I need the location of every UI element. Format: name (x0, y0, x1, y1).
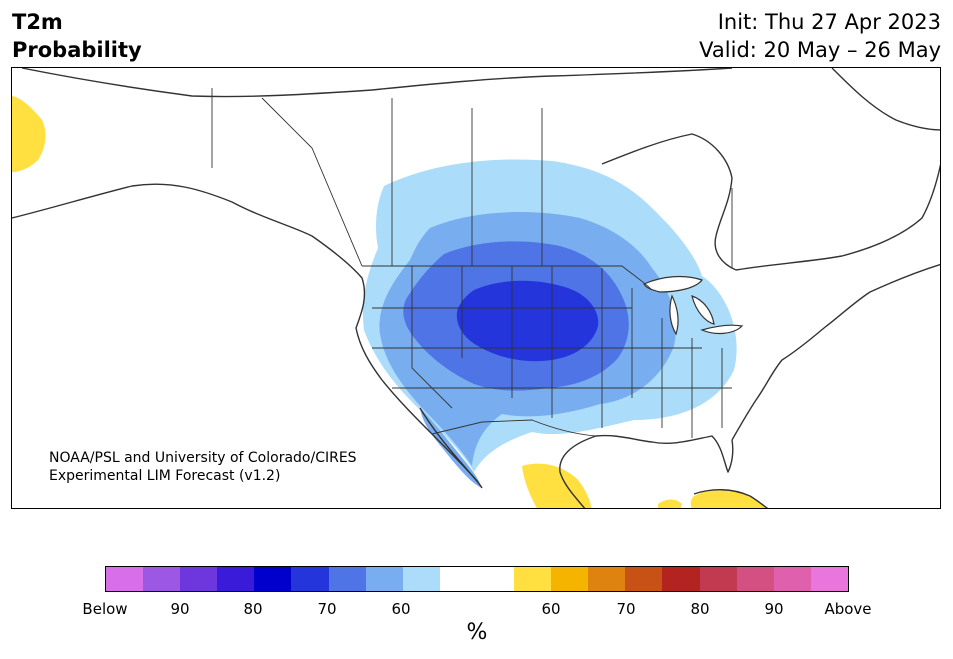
above-60-yucatan (658, 499, 682, 508)
colorbar-tick-label: 70 (616, 600, 636, 618)
canada-us-border (362, 265, 653, 291)
colorbar-unit-label: % (466, 620, 488, 645)
greenland-coast (831, 68, 940, 131)
colorbar-swatch (736, 567, 774, 591)
atlantic-coastline (731, 263, 940, 441)
colorbar-swatch (143, 567, 181, 591)
lake-michigan (669, 294, 679, 336)
colorbar-swatch (254, 567, 292, 591)
colorbar-swatch (180, 567, 218, 591)
colorbar-swatch (551, 567, 589, 591)
colorbar-tick-label: 80 (690, 600, 710, 618)
great-lakes (643, 275, 744, 336)
colorbar-swatch (291, 567, 329, 591)
internal-borders (211, 88, 733, 438)
above-60-alaska (12, 96, 46, 172)
colorbar-swatch (514, 567, 552, 591)
title-line-1: T2m (12, 10, 63, 34)
data-credit: NOAA/PSL and University of Colorado/CIRE… (49, 449, 357, 485)
valid-dates: Valid: 20 May – 26 May (699, 38, 941, 62)
chart-title: T2m Probability (12, 8, 142, 64)
colorbar-tick-label: 60 (391, 600, 411, 618)
colorbar-swatch (106, 567, 144, 591)
colorbar-tick-label: Above (824, 600, 872, 618)
cuba-outline (693, 489, 769, 508)
colorbar-swatch (365, 567, 403, 591)
colorbar-swatch (439, 567, 477, 591)
province-line-5 (261, 97, 363, 267)
colorbar-tick-label: 60 (541, 600, 561, 618)
labrador-coast (735, 164, 940, 271)
forecast-dates: Init: Thu 27 Apr 2023 Valid: 20 May – 26… (699, 8, 941, 64)
colorbar-tick-label: 90 (764, 600, 784, 618)
credit-line-1: NOAA/PSL and University of Colorado/CIRE… (49, 450, 357, 466)
above-60-mexico (522, 463, 592, 508)
baja-peninsula (419, 407, 483, 489)
colorbar (105, 566, 849, 592)
pacific-coastline (12, 183, 479, 483)
lake-huron (691, 295, 715, 325)
arctic-coastline (21, 68, 733, 98)
colorbar-swatch (699, 567, 737, 591)
title-line-2: Probability (12, 38, 142, 62)
lake-erie (700, 324, 744, 335)
colorbar-swatch (476, 567, 515, 591)
credit-line-2: Experimental LIM Forecast (v1.2) (49, 468, 281, 484)
init-date: Init: Thu 27 Apr 2023 (717, 10, 941, 34)
colorbar-swatch (402, 567, 440, 591)
map-outlines (12, 68, 940, 508)
colorbar-swatch (662, 567, 700, 591)
colorbar-swatch (625, 567, 663, 591)
hudson-bay-coast (601, 133, 737, 271)
colorbar-tick-label: 90 (170, 600, 190, 618)
above-60-caribbean (690, 489, 768, 508)
colorbar-swatch (588, 567, 626, 591)
colorbar-swatch (328, 567, 366, 591)
colorbar-swatch (217, 567, 255, 591)
us-mexico-border (431, 419, 597, 437)
map-svg (12, 68, 940, 508)
map-panel (11, 67, 941, 509)
gulf-coastline (559, 434, 734, 508)
colorbar-swatch (810, 567, 848, 591)
colorbar-tick-label: 80 (243, 600, 263, 618)
state-line-1 (411, 266, 453, 409)
colorbar-swatch (773, 567, 811, 591)
colorbar-tick-label: Below (82, 600, 128, 618)
lake-superior (643, 275, 703, 293)
below-90-region (456, 280, 599, 362)
colorbar-tick-label: 70 (317, 600, 337, 618)
